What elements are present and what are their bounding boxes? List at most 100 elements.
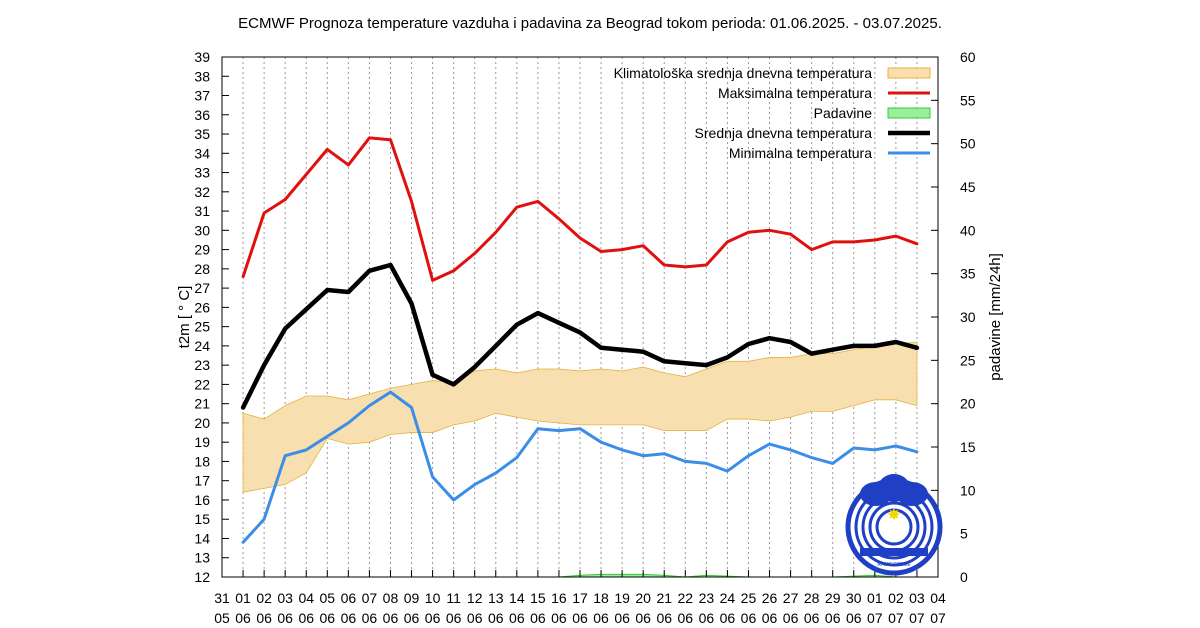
x-tick-month-label: 06	[551, 610, 567, 626]
band-layer	[242, 341, 918, 493]
x-tick-day-label: 23	[699, 590, 715, 606]
legend-label: Maksimalna temperatura	[718, 85, 872, 101]
y2-tick-label: 60	[960, 49, 976, 65]
y2-tick-label: 10	[960, 482, 976, 498]
x-tick-month-label: 06	[593, 610, 609, 626]
y2-tick-label: 20	[960, 396, 976, 412]
x-tick-day-label: 20	[635, 590, 651, 606]
x-tick-month-label: 06	[678, 610, 694, 626]
y-tick-label: 36	[194, 107, 210, 123]
y-tick-label: 34	[194, 145, 210, 161]
x-tick-day-label: 11	[446, 590, 461, 606]
x-tick-month-label: 05	[214, 610, 230, 626]
y-tick-label: 24	[194, 338, 210, 354]
x-tick-day-label: 13	[488, 590, 504, 606]
y2-tick-label: 45	[960, 179, 976, 195]
y-tick-label: 28	[194, 261, 210, 277]
x-axis-ticks: 31 05 01 06 02 06 03 06 04 06 05 06 06 06 07 06 08 06 09 06…	[214, 570, 946, 626]
logo-cloud	[896, 482, 928, 506]
max-temperature-line	[241, 136, 919, 282]
y2-tick-label: 50	[960, 136, 976, 152]
x-tick-month-label: 06	[635, 610, 651, 626]
y-tick-label: 15	[194, 511, 210, 527]
y-tick-label: 25	[194, 319, 210, 335]
y-tick-label: 38	[194, 68, 210, 84]
rhmz-logo: ✸ RHMZ SRBIJE	[845, 474, 943, 576]
x-tick-month-label: 06	[256, 610, 272, 626]
y-tick-label: 19	[194, 434, 210, 450]
x-tick-day-label: 30	[846, 590, 862, 606]
y-axis-ticks: 12 13 14 15 16 17 18 19 20 21 22 23 24 25 26 27 28 29 30 31…	[194, 49, 229, 585]
y-tick-label: 21	[194, 396, 210, 412]
y2-tick-label: 0	[960, 569, 968, 585]
x-tick-day-label: 29	[825, 590, 841, 606]
x-tick-month-label: 06	[404, 610, 420, 626]
y-tick-label: 35	[194, 126, 210, 142]
x-tick-month-label: 06	[699, 610, 715, 626]
y-tick-label: 23	[194, 357, 210, 373]
y-tick-label: 32	[194, 184, 210, 200]
x-tick-month-label: 06	[341, 610, 357, 626]
x-tick-day-label: 14	[509, 590, 525, 606]
y-tick-label: 12	[194, 569, 210, 585]
x-tick-month-label: 06	[298, 610, 314, 626]
x-tick-month-label: 06	[446, 610, 462, 626]
legend-label: Minimalna temperatura	[729, 145, 872, 161]
y2-tick-label: 30	[960, 309, 976, 325]
y-axis-title: t2m [ ° C]	[176, 286, 193, 349]
x-tick-month-label: 06	[846, 610, 862, 626]
y-tick-label: 14	[194, 530, 210, 546]
x-tick-day-label: 27	[783, 590, 799, 606]
x-tick-day-label: 19	[614, 590, 630, 606]
y-tick-label: 30	[194, 222, 210, 238]
x-tick-month-label: 07	[888, 610, 904, 626]
x-tick-day-label: 03	[277, 590, 293, 606]
x-tick-day-label: 25	[741, 590, 757, 606]
y-tick-label: 39	[194, 49, 210, 65]
logo-text: RHMZ SRBIJE	[877, 562, 911, 568]
climatology-band	[242, 341, 918, 493]
y-tick-label: 33	[194, 165, 210, 181]
x-tick-month-label: 06	[614, 610, 630, 626]
x-tick-day-label: 01	[235, 590, 251, 606]
x-tick-month-label: 07	[867, 610, 883, 626]
x-tick-day-label: 07	[362, 590, 378, 606]
x-tick-month-label: 06	[804, 610, 820, 626]
y-tick-label: 18	[194, 453, 210, 469]
legend: Klimatološka srednja dnevna temperatura M…	[614, 65, 931, 161]
x-tick-month-label: 06	[572, 610, 588, 626]
y-tick-label: 16	[194, 492, 210, 508]
x-tick-day-label: 04	[930, 590, 946, 606]
x-tick-month-label: 06	[530, 610, 546, 626]
x-tick-month-label: 06	[783, 610, 799, 626]
x-tick-month-label: 06	[467, 610, 483, 626]
x-tick-day-label: 04	[298, 590, 314, 606]
x-tick-month-label: 06	[235, 610, 251, 626]
y2-tick-label: 25	[960, 352, 976, 368]
x-tick-day-label: 15	[530, 590, 546, 606]
x-tick-month-label: 06	[509, 610, 525, 626]
x-tick-month-label: 06	[720, 610, 736, 626]
x-tick-month-label: 06	[277, 610, 293, 626]
x-tick-month-label: 06	[320, 610, 336, 626]
x-tick-day-label: 17	[572, 590, 588, 606]
logo-sun-icon: ✸	[887, 507, 900, 524]
y-tick-label: 27	[194, 280, 210, 296]
min-temperature-line	[241, 390, 919, 544]
legend-label: Klimatološka srednja dnevna temperatura	[614, 65, 873, 81]
legend-swatch-climatology	[887, 67, 931, 79]
x-tick-day-label: 12	[467, 590, 483, 606]
chart-title: ECMWF Prognoza temperature vazduha i pad…	[238, 15, 942, 32]
y2-tick-label: 15	[960, 439, 976, 455]
y2-tick-label: 55	[960, 92, 976, 108]
y2-axis-title: padavine [mm/24h]	[987, 253, 1004, 381]
x-tick-day-label: 02	[888, 590, 904, 606]
y-tick-label: 17	[194, 473, 210, 489]
x-tick-day-label: 22	[678, 590, 694, 606]
y-tick-label: 26	[194, 299, 210, 315]
x-tick-day-label: 08	[383, 590, 399, 606]
y2-tick-label: 35	[960, 266, 976, 282]
x-tick-day-label: 10	[425, 590, 441, 606]
y-tick-label: 31	[194, 203, 210, 219]
